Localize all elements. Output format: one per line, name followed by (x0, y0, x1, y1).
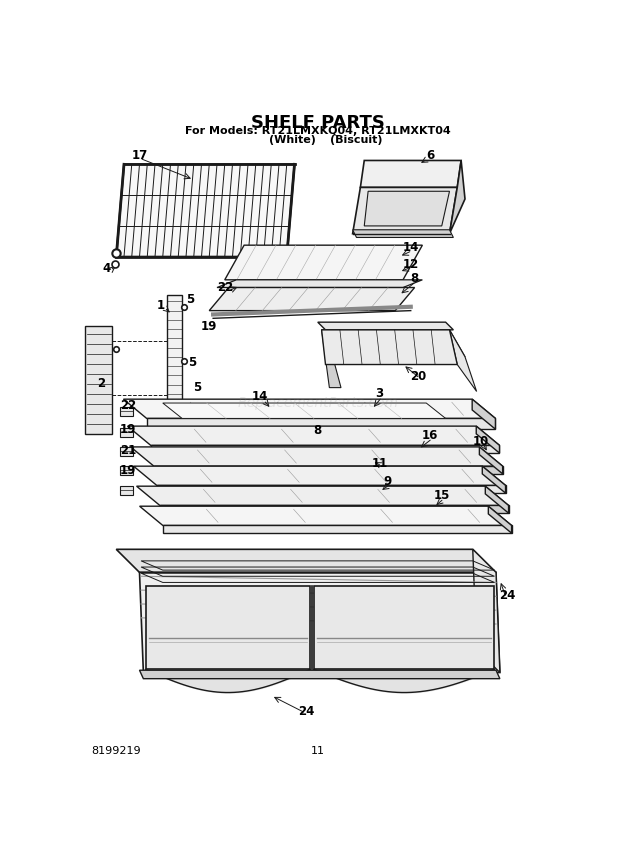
Text: 14: 14 (402, 241, 419, 254)
Polygon shape (151, 445, 500, 453)
Text: 16: 16 (422, 429, 438, 442)
Polygon shape (450, 160, 465, 234)
Polygon shape (117, 164, 294, 257)
Text: (Biscuit): (Biscuit) (330, 135, 383, 145)
Text: 24: 24 (298, 704, 314, 717)
Polygon shape (128, 426, 500, 445)
Polygon shape (317, 322, 453, 330)
Polygon shape (117, 550, 496, 573)
Polygon shape (489, 506, 511, 533)
Polygon shape (123, 399, 495, 419)
Text: 12: 12 (402, 258, 419, 270)
Polygon shape (365, 191, 450, 226)
Text: 14: 14 (252, 390, 268, 403)
Polygon shape (140, 506, 512, 526)
Text: 24: 24 (500, 589, 516, 602)
Text: 15: 15 (433, 489, 450, 502)
Polygon shape (86, 326, 112, 434)
Polygon shape (120, 407, 133, 416)
Text: 11: 11 (371, 456, 388, 470)
Polygon shape (482, 467, 505, 493)
Polygon shape (154, 467, 503, 474)
Text: 3: 3 (376, 387, 384, 401)
Text: 11: 11 (311, 746, 325, 756)
Text: 4: 4 (103, 262, 111, 275)
Polygon shape (322, 330, 341, 388)
Polygon shape (120, 447, 133, 456)
Polygon shape (210, 288, 415, 311)
Text: 19: 19 (201, 319, 218, 332)
Polygon shape (136, 486, 508, 505)
Polygon shape (217, 280, 422, 288)
Polygon shape (472, 399, 495, 429)
Polygon shape (140, 573, 500, 673)
Polygon shape (353, 229, 453, 237)
Text: 9: 9 (383, 475, 392, 488)
Polygon shape (167, 295, 182, 411)
Polygon shape (131, 447, 503, 467)
Text: 17: 17 (131, 149, 148, 162)
Polygon shape (157, 485, 505, 493)
Text: ReplacementParts.com: ReplacementParts.com (237, 395, 398, 410)
Text: 21: 21 (120, 444, 136, 457)
Text: 5: 5 (188, 356, 197, 370)
Text: 6: 6 (426, 149, 434, 162)
Polygon shape (120, 428, 133, 437)
Polygon shape (120, 467, 133, 475)
Polygon shape (133, 467, 505, 485)
Polygon shape (479, 447, 503, 474)
Text: 2: 2 (97, 377, 105, 390)
Polygon shape (140, 670, 500, 679)
Polygon shape (120, 486, 133, 496)
Text: 19: 19 (120, 424, 136, 437)
Polygon shape (322, 330, 465, 357)
Polygon shape (163, 526, 511, 533)
Text: 10: 10 (472, 435, 489, 448)
Polygon shape (147, 419, 495, 429)
Polygon shape (146, 586, 310, 669)
Polygon shape (450, 330, 477, 391)
Text: (White): (White) (268, 135, 316, 145)
Text: 5: 5 (193, 381, 202, 394)
Polygon shape (485, 486, 508, 513)
Text: 22: 22 (120, 399, 136, 412)
Text: 5: 5 (186, 294, 194, 306)
Text: 20: 20 (410, 370, 427, 383)
Polygon shape (314, 586, 495, 669)
Text: SHELF PARTS: SHELF PARTS (251, 114, 384, 132)
Text: 1: 1 (157, 299, 166, 312)
Text: 8: 8 (314, 425, 322, 437)
Polygon shape (162, 403, 446, 419)
Text: 8199219: 8199219 (92, 746, 141, 756)
Text: 8: 8 (410, 272, 418, 285)
Polygon shape (360, 160, 461, 187)
Polygon shape (322, 330, 458, 365)
Polygon shape (476, 426, 500, 453)
Polygon shape (224, 245, 422, 280)
Polygon shape (472, 550, 500, 673)
Polygon shape (353, 187, 458, 234)
Polygon shape (160, 505, 508, 513)
Text: For Models: RT21LMXKQ04, RT21LMXKT04: For Models: RT21LMXKQ04, RT21LMXKT04 (185, 126, 451, 136)
Text: 22: 22 (216, 281, 233, 294)
Text: 19: 19 (120, 463, 136, 477)
